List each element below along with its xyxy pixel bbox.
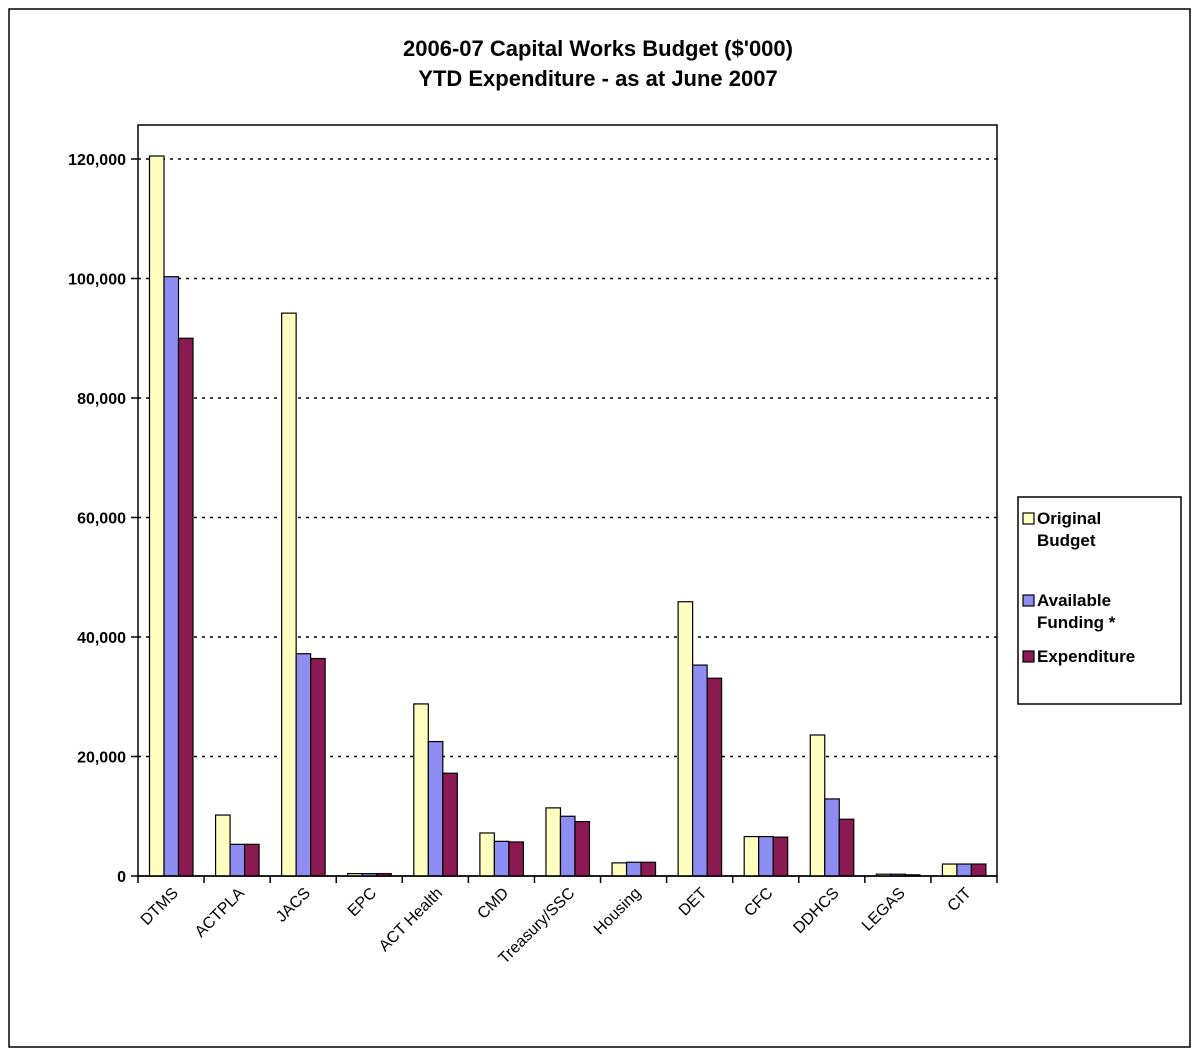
chart-title-line-1: 2006-07 Capital Works Budget ($'000)	[403, 36, 793, 61]
legend-label: Available	[1037, 591, 1111, 610]
y-tick-label: 20,000	[77, 750, 126, 767]
bar-housing-series-2	[625, 861, 642, 877]
bar-ddhcs-series-3	[838, 818, 855, 877]
bar-jacs-series-1	[281, 312, 297, 877]
bar-act-health-series-2	[427, 740, 444, 877]
bar-cit-series-3	[970, 863, 987, 877]
bar-dtms-series-2	[163, 276, 180, 877]
bar-act-health-series-1	[413, 703, 429, 877]
bar-det-series-1	[677, 601, 694, 877]
bar-treasury-ssc-series-3	[574, 821, 591, 877]
plot-area	[137, 124, 998, 877]
bar-cmd-series-2	[493, 840, 510, 877]
legend-swatch	[1022, 512, 1035, 525]
bar-jacs-series-2	[295, 653, 312, 877]
bar-cfc-series-2	[758, 835, 774, 877]
bar-actpla-series-3	[243, 843, 260, 877]
bar-housing-series-3	[640, 861, 657, 877]
legend-label: Expenditure	[1037, 647, 1135, 666]
bar-act-health-series-3	[442, 772, 458, 877]
legend-swatch	[1022, 650, 1035, 663]
bar-jacs-series-3	[310, 657, 326, 877]
bar-cmd-series-3	[508, 841, 524, 877]
bar-ddhcs-series-1	[809, 734, 826, 877]
bar-cfc-series-3	[772, 836, 789, 877]
bar-ddhcs-series-2	[824, 798, 840, 877]
y-tick-label: 100,000	[68, 272, 126, 289]
bar-dtms-series-1	[148, 155, 165, 877]
bar-treasury-ssc-series-2	[559, 815, 576, 877]
chart-title-line-2: YTD Expenditure - as at June 2007	[418, 66, 777, 91]
bars	[148, 155, 987, 877]
legend-box	[1017, 496, 1182, 705]
bar-actpla-series-2	[229, 843, 246, 877]
legend-label: Original	[1037, 509, 1101, 528]
y-tick-label: 80,000	[77, 391, 126, 408]
bar-cit-series-1	[941, 863, 958, 877]
bar-treasury-ssc-series-1	[545, 807, 562, 877]
bar-housing-series-1	[611, 862, 628, 877]
legend-label: Funding *	[1037, 613, 1116, 632]
legend-swatch	[1022, 594, 1035, 607]
bar-det-series-3	[706, 677, 723, 877]
y-tick-label: 120,000	[68, 152, 126, 169]
legend-label: Budget	[1037, 531, 1096, 550]
bar-cit-series-2	[956, 863, 973, 877]
y-tick-label: 60,000	[77, 511, 126, 528]
y-tick-label: 40,000	[77, 630, 126, 647]
bar-cfc-series-1	[743, 835, 760, 877]
legend: Original Budget Available Funding * Expendit…	[1017, 496, 1182, 705]
bar-det-series-2	[692, 664, 708, 877]
bar-cmd-series-1	[479, 832, 495, 877]
bar-dtms-series-3	[177, 337, 194, 877]
bar-actpla-series-1	[214, 814, 231, 877]
y-tick-label: 0	[117, 869, 126, 886]
